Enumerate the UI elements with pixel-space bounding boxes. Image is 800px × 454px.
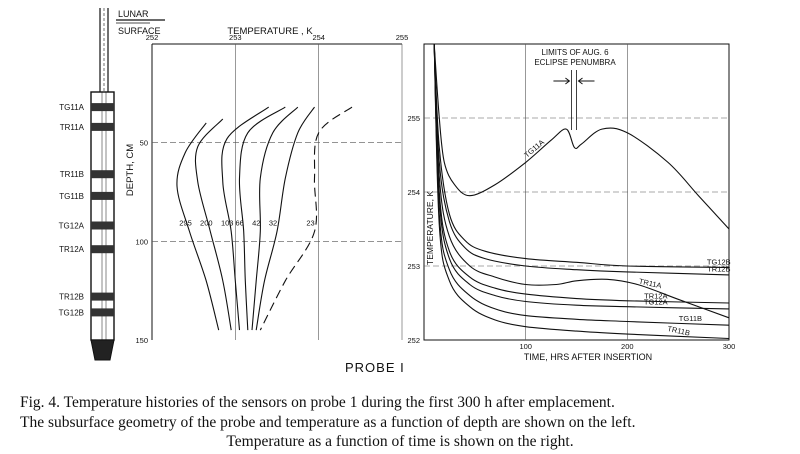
right-y-tick: 254	[407, 188, 420, 197]
sensor-band	[91, 308, 114, 317]
right-grid	[424, 44, 729, 340]
left-series-label: 42	[252, 219, 260, 228]
left-series-line	[238, 106, 286, 331]
left-series-line	[221, 106, 270, 331]
right-x-axis-label: TIME, HRS AFTER INSERTION	[524, 352, 652, 362]
right-series-line	[433, 43, 730, 269]
left-series-label: 103	[221, 219, 234, 228]
caption-line-3: Temperature as a function of time is sho…	[226, 433, 574, 450]
sensor-label: TR11A	[60, 123, 85, 132]
left-y-tick: 100	[135, 237, 148, 246]
right-series-line	[433, 43, 730, 230]
sensor-band	[91, 170, 114, 179]
right-y-tick: 255	[407, 114, 420, 123]
left-y-tick: 150	[135, 336, 148, 345]
sensor-label: TG11B	[59, 192, 84, 201]
right-x-tick: 300	[723, 342, 736, 351]
right-series-line	[433, 43, 730, 340]
left-series-label: 23	[306, 219, 314, 228]
sensor-band	[91, 191, 114, 200]
sensor-band	[91, 245, 114, 254]
right-y-tick: 253	[407, 262, 420, 271]
right-series-line	[433, 43, 730, 276]
left-series-label: 295	[179, 219, 192, 228]
temperature-time-chart: 100 200 300 252 253 254 255 TIME, HRS AFTER IN…	[407, 43, 735, 362]
right-ticks: 100 200 300 252 253 254 255	[407, 114, 735, 351]
sensor-label: TG11A	[59, 103, 84, 112]
left-series-label: 200	[200, 219, 213, 228]
left-series-label: 32	[269, 219, 277, 228]
left-y-axis-label: DEPTH, CM	[125, 144, 136, 196]
left-series: 295 200 103 66 42 32 23	[176, 106, 353, 331]
left-x-tick: 253	[229, 33, 242, 42]
right-y-axis-label: TEMPERATURE, K	[425, 191, 435, 265]
sensor-label: TG12B	[59, 308, 84, 317]
right-series-label: TG12B	[707, 257, 731, 266]
right-x-tick: 200	[621, 342, 634, 351]
sensor-layer: TG11A TR11A TR11B TG11B TG12A TR12A TR12B TG12B	[59, 103, 114, 317]
left-x-axis-label: TEMPERATURE , K	[227, 26, 313, 37]
surface-label: SURFACE	[118, 26, 161, 36]
right-series-line	[433, 43, 730, 326]
left-x-tick: 252	[146, 33, 159, 42]
probe-caption: PROBE I	[345, 360, 405, 375]
right-series-label: TR12A	[644, 291, 667, 300]
eclipse-annotation: LIMITS OF AUG. 6 ECLIPSE PENUMBRA	[534, 48, 616, 130]
sensor-label: TR12A	[59, 245, 85, 254]
left-series-line	[251, 106, 299, 331]
annotation-arrow-right	[553, 77, 571, 85]
caption-line-1-text: Temperature histories of the sensors on …	[63, 394, 615, 411]
sensor-band	[91, 292, 114, 301]
annotation-arrow-left	[577, 77, 595, 85]
caption-figure-label: Fig. 4.	[20, 394, 61, 411]
sensor-label: TR12B	[59, 293, 84, 302]
left-series-line	[255, 106, 315, 331]
left-y-tick: 50	[140, 139, 148, 148]
right-series-label: TR12B	[707, 265, 730, 274]
left-series-label: 66	[236, 219, 244, 228]
probe-tip	[90, 339, 115, 361]
probe-schematic: LUNAR SURFACE TG11ATR11ATR11BTG11BTG12AT…	[59, 8, 165, 361]
left-x-tick: 254	[312, 33, 325, 42]
lunar-label: LUNAR	[118, 9, 149, 19]
left-series-line	[176, 122, 220, 331]
right-series-label: TG11B	[679, 314, 702, 323]
left-series-line	[259, 106, 353, 331]
right-y-tick: 252	[407, 336, 420, 345]
right-series-line	[433, 43, 730, 310]
sensor-label: TG12A	[59, 222, 85, 231]
sensor-band	[91, 221, 114, 230]
right-series-label: TG12A	[644, 297, 668, 306]
right-series-line	[433, 43, 730, 319]
sensor-label: TR11B	[60, 170, 84, 179]
right-x-tick: 100	[519, 342, 532, 351]
caption-line-2: The subsurface geometry of the probe and…	[20, 414, 636, 431]
caption-line-1: Fig. 4. Temperature histories of the sen…	[20, 393, 780, 413]
sensor-band	[91, 103, 114, 112]
annotation-line1: LIMITS OF AUG. 6	[541, 48, 609, 57]
left-x-tick: 255	[396, 33, 409, 42]
left-series-line	[194, 118, 232, 331]
left-ticks: 252 253 254 255 50 100 150	[135, 33, 408, 345]
left-grid	[152, 44, 403, 340]
annotation-line2: ECLIPSE PENUMBRA	[534, 58, 616, 67]
temperature-depth-chart: 252 253 254 255 50 100 150 TEMPERATURE , K DEP…	[125, 26, 408, 375]
sensor-band	[91, 122, 114, 131]
